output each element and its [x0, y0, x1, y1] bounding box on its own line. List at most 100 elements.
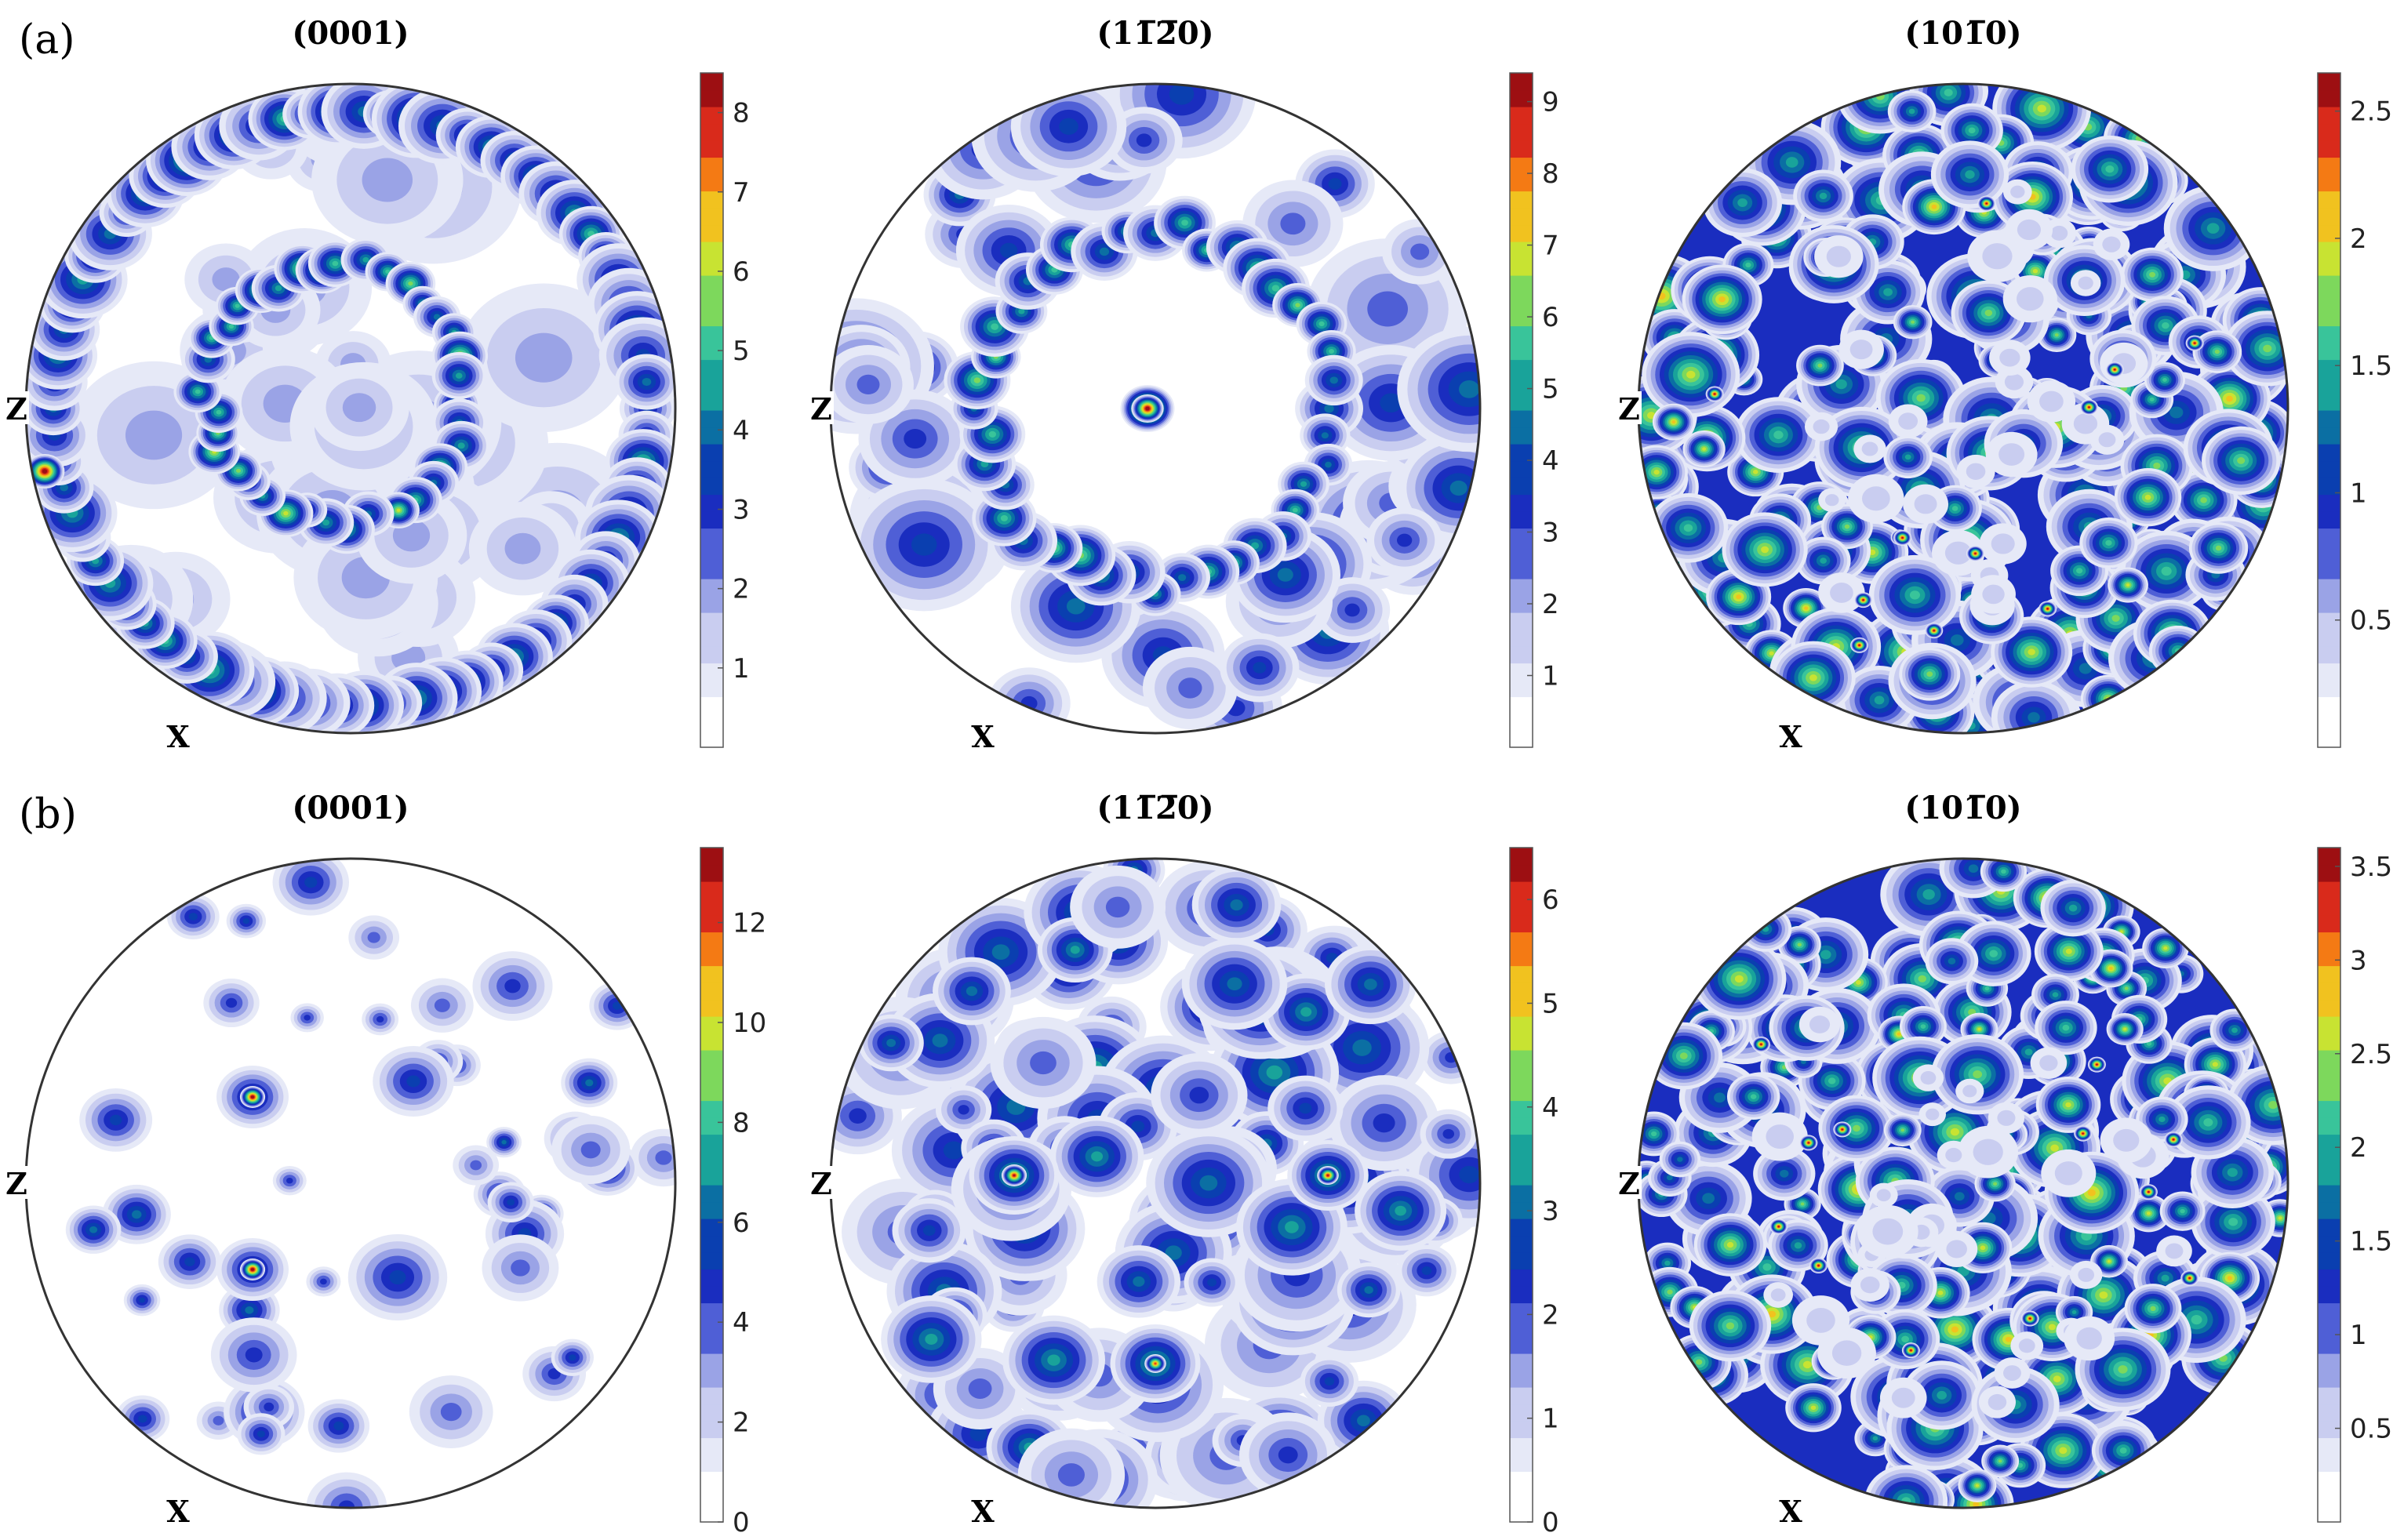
colorbar-segment: [1510, 427, 1533, 445]
colorbar-segment: [1510, 460, 1533, 478]
axis-label-x: X: [1779, 719, 1802, 754]
colorbar-segment: [700, 1471, 723, 1489]
colorbar-tick-label: 6: [733, 256, 750, 288]
density-contour: [245, 1306, 254, 1314]
density-contour: [2032, 269, 2038, 274]
density-contour: [1329, 349, 1335, 354]
colorbar-tick-label: 1: [1542, 661, 1559, 692]
density-contour: [973, 377, 981, 383]
density-contour: [66, 616, 102, 648]
colorbar-segment: [1510, 73, 1533, 91]
density-contour: [1325, 461, 1332, 468]
density-contour: [2237, 457, 2246, 464]
density-contour: [333, 1421, 344, 1431]
colorbar-tick-label: 5: [733, 336, 750, 367]
density-contour: [195, 389, 201, 394]
density-contour: [1321, 432, 1329, 439]
density-contour: [1250, 542, 1260, 550]
colorbar-segment: [700, 1252, 723, 1270]
density-contour: [433, 314, 441, 320]
density-contour: [43, 470, 46, 473]
density-contour: [1908, 108, 1915, 114]
density-contour: [322, 519, 330, 526]
colorbar-segment: [700, 1488, 723, 1506]
density-contour: [2162, 377, 2167, 383]
colorbar-segment: [2318, 343, 2340, 361]
axis-label-z: Z: [810, 391, 832, 427]
colorbar-segment: [700, 663, 723, 681]
colorbar-segment: [1510, 663, 1533, 681]
row-label: (a): [19, 16, 75, 64]
density-contour: [2105, 165, 2115, 173]
density-contour: [2161, 566, 2172, 576]
density-contour: [2050, 225, 2068, 241]
colorbar-segment: [1510, 89, 1533, 107]
colorbar-segment: [2318, 224, 2340, 242]
colorbar-segment: [1510, 376, 1533, 394]
density-contour: [2017, 219, 2041, 241]
pole-figure-title: (0001): [292, 15, 409, 52]
density-contour: [1752, 469, 1758, 474]
density-contour: [285, 1177, 293, 1184]
density-contour: [251, 1096, 254, 1098]
density-contour: [2200, 497, 2207, 503]
density-contour: [1671, 420, 1676, 424]
colorbar-segment: [1510, 595, 1533, 613]
colorbar-tick-label: 2: [1542, 589, 1559, 620]
colorbar-segment: [1510, 730, 1533, 748]
colorbar-segment: [2318, 494, 2340, 512]
density-contour: [2169, 406, 2184, 419]
colorbar-segment: [2318, 714, 2340, 732]
colorbar-segment: [700, 1421, 723, 1439]
density-contour: [1820, 558, 1827, 564]
colorbar-tick-label: 5: [1542, 374, 1559, 405]
density-contour: [1066, 597, 1086, 615]
colorbar-segment: [700, 275, 723, 293]
density-contour: [440, 1402, 462, 1422]
colorbar-segment: [2318, 646, 2340, 664]
colorbar-segment: [1510, 224, 1533, 242]
colorbar-frame: [700, 72, 724, 748]
colorbar-segment: [700, 714, 723, 732]
colorbar-segment: [1510, 343, 1533, 361]
density-contour: [125, 410, 183, 460]
colorbar-segment: [1510, 646, 1533, 664]
colorbar-segment: [1510, 511, 1533, 529]
density-contour: [1951, 506, 1958, 511]
density-contour: [1458, 380, 1480, 398]
density-contour: [376, 1015, 384, 1023]
density-contour: [1018, 308, 1025, 314]
density-contour: [2215, 545, 2222, 551]
density-contour: [1861, 441, 1878, 456]
colorbar-tick-label: 12: [733, 908, 766, 939]
density-contour: [2046, 608, 2049, 610]
colorbar-segment: [2318, 680, 2340, 698]
colorbar-segment: [700, 427, 723, 445]
density-contour: [455, 372, 463, 379]
colorbar-segment: [1510, 444, 1533, 462]
colorbar-segment: [700, 258, 723, 276]
density-contour: [1181, 220, 1188, 226]
colorbar-tick-label: 9: [1542, 87, 1559, 118]
density-contour: [904, 429, 927, 449]
density-contour: [1933, 630, 1935, 631]
colorbar-segment: [2318, 191, 2340, 209]
colorbar-segment: [1510, 123, 1533, 141]
colorbar-segment: [2318, 427, 2340, 445]
colorbar-tick-label: 4: [733, 1307, 750, 1338]
density-contour: [60, 484, 69, 492]
density-contour: [2078, 663, 2092, 674]
colorbar-segment: [700, 393, 723, 411]
colorbar-segment: [700, 1235, 723, 1253]
density-contour: [1769, 651, 1774, 656]
density-contour: [1344, 603, 1360, 617]
density-contour: [1809, 674, 1817, 681]
axis-label-z: Z: [5, 1166, 27, 1201]
density-contour: [1966, 463, 1986, 480]
density-contour: [1169, 84, 1195, 105]
density-contour: [367, 932, 380, 943]
density-contour: [1911, 320, 1915, 324]
density-contour: [2004, 373, 2024, 390]
